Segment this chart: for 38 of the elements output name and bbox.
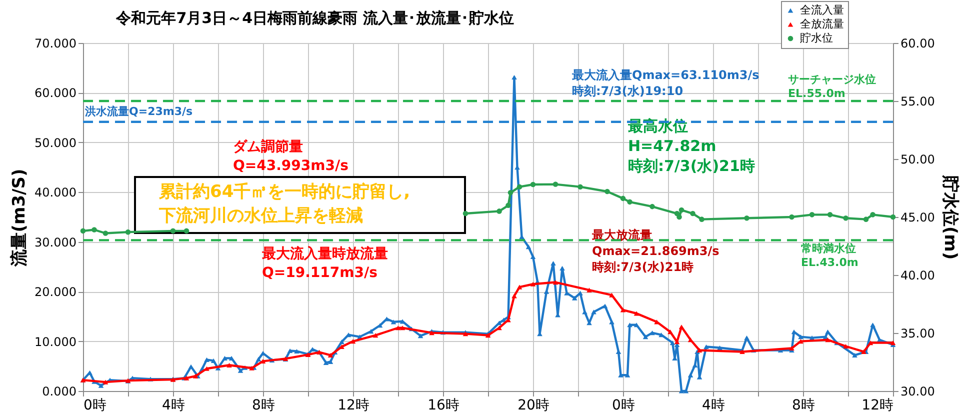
y2-tick-label: 45.00 [900, 210, 935, 224]
legend-label: 全放流量 [800, 18, 844, 30]
ref-line-label: サーチャージ水位 EL.55.0m [788, 73, 876, 100]
legend-label: 貯水位 [800, 32, 833, 44]
x-tick-label: 12時 [338, 398, 370, 414]
x-tick-label: 4時 [702, 398, 725, 414]
x-tick-label: 20時 [518, 398, 550, 414]
y2-tick-label: 30.00 [900, 384, 935, 398]
x-tick-label: 8時 [792, 398, 815, 414]
y-tick-label: 50.000 [34, 136, 76, 150]
x-tick-label: 4時 [162, 398, 185, 414]
y-tick-label: 30.000 [34, 235, 76, 250]
y-tick-label: 20.000 [34, 285, 76, 300]
x-tick-label: 0時 [84, 398, 106, 414]
x-tick-label: 12時 [862, 398, 894, 414]
annotation: 最大流入量Qmax=63.110m3/s 時刻:7/3(水)19:10 [571, 68, 760, 98]
annotation: 累計約64千㎥を一時的に貯留し, 下流河川の水位上昇を軽減 [158, 182, 410, 226]
y-tick-label: 70.000 [34, 36, 76, 50]
y-tick-label: 10.000 [34, 334, 76, 349]
legend-label: 全流入量 [800, 4, 844, 16]
y2-tick-label: 55.00 [900, 94, 935, 108]
x-tick-label: 16時 [428, 398, 460, 414]
annotation: ダム調節量 Q=43.993m3/s [233, 138, 348, 174]
annotation: 洪水流量Q=23m3/s [84, 105, 194, 118]
y-tick-label: 60.000 [34, 86, 76, 100]
annotation: 最大流入量時放流量 Q=19.117m3/s [261, 245, 388, 281]
ref-line-label: 常時満水位 EL.43.0m [801, 242, 858, 269]
y-axis-title: 流量(m3/S) [10, 168, 30, 268]
chart-title: 令和元年7月3日～4日梅雨前線豪雨 流入量･放流量･貯水位 [115, 9, 514, 27]
y2-tick-label: 60.00 [900, 36, 935, 50]
y-tick-label: 0.000 [42, 384, 76, 398]
x-tick-label: 8時 [252, 398, 275, 414]
x-tick-label: 0時 [612, 398, 635, 414]
y2-tick-label: 35.00 [900, 326, 935, 340]
y2-tick-label: 40.00 [900, 268, 935, 282]
y2-axis-title: 貯水位(m) [940, 174, 960, 260]
y-tick-label: 40.000 [34, 186, 76, 200]
y2-tick-label: 50.00 [900, 152, 935, 166]
